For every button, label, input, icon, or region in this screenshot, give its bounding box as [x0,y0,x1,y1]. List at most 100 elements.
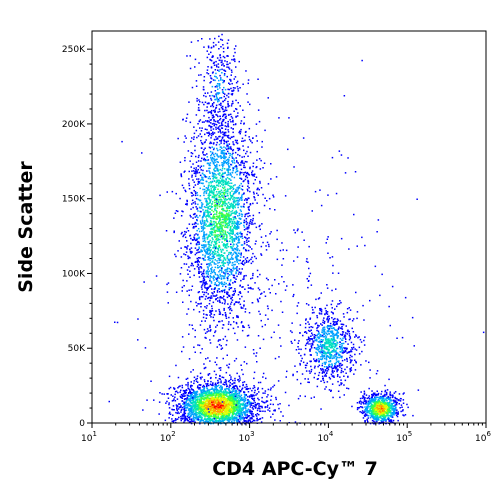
event-point [222,184,224,187]
event-point [220,152,223,155]
event-point [239,174,241,176]
event-point [204,227,206,229]
event-point [207,380,209,382]
event-point [213,189,215,192]
event-point [220,61,222,64]
event-point [244,258,247,260]
event-point [255,394,257,396]
event-point [215,373,217,376]
event-point [226,209,228,212]
event-point [217,284,220,287]
event-point [215,385,218,387]
event-point [217,415,220,418]
event-point [206,132,208,134]
event-point [210,206,213,208]
event-point [241,171,243,174]
event-point [203,233,205,236]
event-point [260,236,263,238]
event-point [221,120,224,123]
event-point [253,196,255,198]
event-point [212,178,215,180]
event-point [207,403,209,405]
event-point [212,148,215,151]
event-point [248,212,250,214]
event-point [219,219,222,221]
event-point [185,203,187,205]
event-point [221,68,223,71]
event-point [186,248,188,250]
event-point [204,101,207,103]
event-point [225,216,227,218]
event-point [229,226,232,228]
event-point [223,146,225,148]
event-point [241,260,244,263]
event-point [257,407,259,410]
event-point [247,287,250,289]
event-point [203,141,206,144]
event-point [252,182,255,185]
event-point [209,142,211,145]
event-point [216,147,218,150]
event-point [211,387,213,389]
event-point [250,287,252,290]
event-point [215,238,217,241]
event-point [191,285,194,287]
event-point [216,154,218,157]
event-point [218,183,220,185]
event-point [208,192,211,194]
event-point [212,62,215,65]
event-point [181,417,183,419]
event-point [215,235,217,237]
event-point [237,149,240,152]
event-point [214,207,216,210]
event-point [224,218,226,220]
event-point [229,172,232,174]
event-point [225,313,227,316]
event-point [211,276,213,278]
event-point [229,385,232,387]
event-point [241,189,244,191]
event-point [221,59,223,62]
event-point [189,398,191,400]
event-point [220,345,222,347]
event-point [209,235,212,237]
event-point [233,197,235,199]
event-point [258,225,260,228]
event-point [234,206,236,209]
event-point [193,409,195,412]
event-point [278,407,280,410]
event-point [242,286,244,288]
event-point [214,170,217,172]
event-point [193,396,196,398]
event-point [279,403,281,405]
event-point [232,400,235,402]
event-point [210,257,212,260]
event-point [221,376,223,378]
event-point [229,191,231,194]
event-point [228,147,230,150]
event-point [227,39,230,41]
event-point [188,188,191,190]
event-point [213,185,216,187]
event-point [209,141,212,143]
event-point [266,241,269,244]
event-point [220,277,223,279]
event-point [267,183,270,185]
event-point [185,251,188,253]
event-point [186,418,189,421]
event-point [243,241,246,243]
event-point [221,230,223,233]
event-point [184,159,186,162]
event-point [252,173,254,176]
event-point [212,188,215,190]
event-point [209,119,211,121]
event-point [216,291,219,293]
event-point [235,267,237,269]
event-point [213,263,216,265]
event-point [235,248,237,251]
event-point [255,240,257,242]
event-point [267,404,269,407]
event-point [213,244,215,246]
event-point [245,239,248,242]
